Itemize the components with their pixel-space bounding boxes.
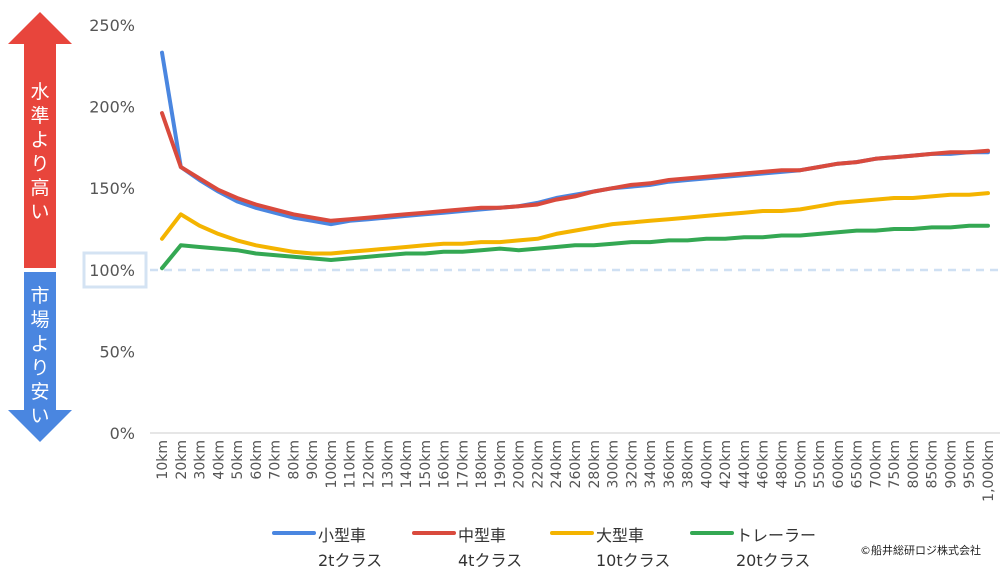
y-tick-label: 150% [89, 179, 135, 198]
higher-label-char: 準 [30, 105, 49, 127]
x-tick-label: 30km [193, 440, 209, 480]
x-tick-label: 140km [399, 440, 415, 488]
x-tick-label: 650km [850, 440, 866, 488]
x-tick-label: 380km [681, 440, 697, 488]
legend-label: 小型車 [318, 526, 367, 545]
copyright-text: ©船井総研ロジ株式会社 [860, 544, 981, 557]
y-tick-label: 50% [99, 342, 135, 361]
series-lines [160, 50, 990, 271]
cheaper-label-char: 場 [30, 309, 49, 331]
y-axis-ticks: 0% 50% 100% 150% 200% 250% [89, 16, 135, 443]
cheaper-label-char: 安 [30, 381, 49, 403]
y-tick-label: 100% [89, 261, 135, 280]
cheaper-label-char: 市 [30, 285, 49, 307]
x-tick-label: 420km [718, 440, 734, 488]
x-tick-label: 440km [737, 440, 753, 488]
y-tick-label: 200% [89, 98, 135, 117]
x-tick-label: 110km [343, 440, 359, 488]
x-tick-label: 120km [362, 440, 378, 488]
series-line [160, 223, 990, 271]
legend-sublabel: 20tクラス [736, 551, 811, 570]
x-tick-label: 850km [925, 440, 941, 488]
x-tick-label: 280km [587, 440, 603, 488]
higher-label-char: 高 [30, 177, 49, 199]
x-tick-label: 10km [155, 440, 171, 480]
x-tick-label: 200km [512, 440, 528, 488]
x-tick-label: 220km [530, 440, 546, 488]
x-tick-label: 100km [324, 440, 340, 488]
x-tick-label: 60km [249, 440, 265, 480]
x-tick-label: 400km [699, 440, 715, 488]
x-tick-label: 80km [286, 440, 302, 480]
x-tick-label: 40km [211, 440, 227, 480]
legend-label: 大型車 [596, 526, 645, 545]
x-tick-label: 90km [305, 440, 321, 480]
up-arrow-icon [8, 12, 72, 268]
higher-label-char: い [30, 201, 49, 223]
down-arrow-icon [8, 272, 72, 442]
x-tick-label: 340km [643, 440, 659, 488]
x-tick-label: 700km [868, 440, 884, 488]
legend-sublabel: 4tクラス [458, 551, 523, 570]
legend-swatch [550, 531, 594, 535]
x-tick-label: 950km [962, 440, 978, 488]
legend-swatch [690, 531, 734, 535]
x-tick-label: 180km [474, 440, 490, 488]
x-tick-label: 480km [775, 440, 791, 488]
x-tick-label: 460km [756, 440, 772, 488]
higher-label-char: 水 [30, 81, 49, 103]
x-tick-label: 20km [174, 440, 190, 480]
x-tick-label: 70km [268, 440, 284, 480]
x-tick-label: 50km [230, 440, 246, 480]
higher-label-char: り [30, 153, 49, 175]
legend-sublabel: 2tクラス [318, 551, 383, 570]
x-tick-label: 320km [624, 440, 640, 488]
x-tick-label: 130km [380, 440, 396, 488]
legend-sublabel: 10tクラス [596, 551, 671, 570]
legend-swatch [272, 531, 316, 535]
x-tick-label: 600km [831, 440, 847, 488]
y-tick-label: 250% [89, 16, 135, 35]
legend-swatch [412, 531, 456, 535]
higher-label-char: よ [30, 129, 49, 151]
x-tick-label: 190km [493, 440, 509, 488]
x-axis-ticks: 10km 20km 30km 40km 50km 60km 70km 80km 90km 100k… [155, 440, 997, 502]
x-tick-label: 800km [906, 440, 922, 488]
x-tick-label: 900km [943, 440, 959, 488]
y-tick-label: 0% [110, 424, 135, 443]
x-tick-label: 150km [418, 440, 434, 488]
legend-label: トレーラー [736, 526, 817, 545]
x-tick-label: 1,000km [981, 440, 997, 502]
legend-label: 中型車 [458, 526, 507, 545]
series-line [160, 111, 990, 223]
x-tick-label: 550km [812, 440, 828, 488]
x-tick-label: 170km [455, 440, 471, 488]
series-line [160, 191, 990, 256]
x-tick-label: 300km [606, 440, 622, 488]
cheaper-label-char: い [30, 405, 49, 427]
x-tick-label: 750km [887, 440, 903, 488]
cheaper-label-char: り [30, 357, 49, 379]
x-tick-label: 500km [793, 440, 809, 488]
baseline-highlight-box [82, 251, 148, 289]
x-tick-label: 260km [568, 440, 584, 488]
cheaper-label-char: よ [30, 333, 49, 355]
x-tick-label: 360km [662, 440, 678, 488]
x-tick-label: 240km [549, 440, 565, 488]
x-tick-label: 160km [437, 440, 453, 488]
